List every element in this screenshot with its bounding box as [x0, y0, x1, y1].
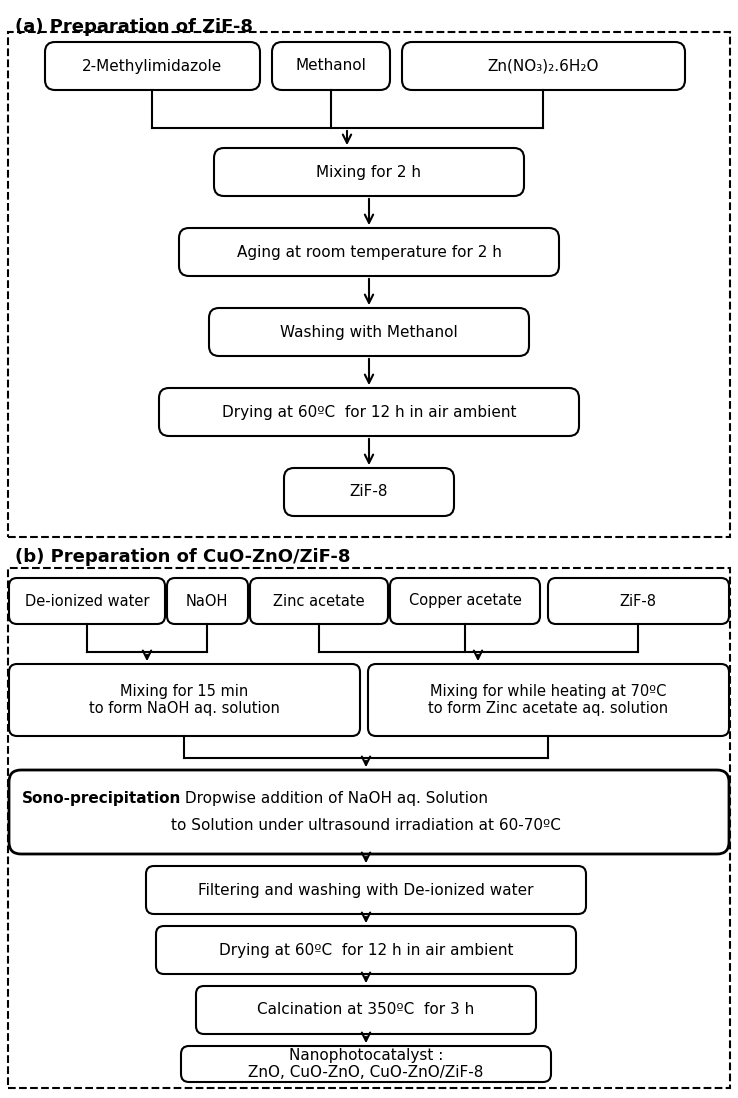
FancyBboxPatch shape — [167, 578, 248, 624]
FancyBboxPatch shape — [159, 388, 579, 436]
FancyBboxPatch shape — [45, 42, 260, 90]
FancyBboxPatch shape — [156, 926, 576, 974]
Text: Methanol: Methanol — [295, 58, 367, 74]
Text: (b) Preparation of CuO-ZnO/ZiF-8: (b) Preparation of CuO-ZnO/ZiF-8 — [15, 548, 351, 565]
Text: ZiF-8: ZiF-8 — [619, 594, 657, 608]
FancyBboxPatch shape — [196, 986, 536, 1034]
Text: to Solution under ultrasound irradiation at 60-70ºC: to Solution under ultrasound irradiation… — [171, 818, 561, 833]
FancyBboxPatch shape — [214, 148, 524, 197]
Text: Drying at 60ºC  for 12 h in air ambient: Drying at 60ºC for 12 h in air ambient — [221, 404, 517, 419]
FancyBboxPatch shape — [390, 578, 540, 624]
Text: De-ionized water: De-ionized water — [25, 594, 149, 608]
FancyBboxPatch shape — [181, 1046, 551, 1082]
FancyBboxPatch shape — [402, 42, 685, 90]
FancyBboxPatch shape — [9, 770, 729, 854]
Text: Aging at room temperature for 2 h: Aging at room temperature for 2 h — [237, 245, 501, 259]
Text: ZiF-8: ZiF-8 — [350, 484, 388, 500]
Text: 2-Methylimidazole: 2-Methylimidazole — [82, 58, 222, 74]
Bar — [8, 568, 730, 1088]
Text: Copper acetate: Copper acetate — [409, 594, 522, 608]
FancyBboxPatch shape — [272, 42, 390, 90]
Text: Mixing for while heating at 70ºC
to form Zinc acetate aq. solution: Mixing for while heating at 70ºC to form… — [428, 684, 668, 716]
FancyBboxPatch shape — [179, 228, 559, 276]
FancyBboxPatch shape — [284, 468, 454, 516]
Text: Washing with Methanol: Washing with Methanol — [280, 325, 458, 339]
FancyBboxPatch shape — [250, 578, 388, 624]
FancyBboxPatch shape — [368, 664, 729, 736]
Text: Zinc acetate: Zinc acetate — [273, 594, 365, 608]
Text: Calcination at 350ºC  for 3 h: Calcination at 350ºC for 3 h — [258, 1002, 475, 1018]
Text: Drying at 60ºC  for 12 h in air ambient: Drying at 60ºC for 12 h in air ambient — [218, 942, 513, 957]
FancyBboxPatch shape — [9, 664, 360, 736]
FancyBboxPatch shape — [209, 309, 529, 356]
Text: : Dropwise addition of NaOH aq. Solution: : Dropwise addition of NaOH aq. Solution — [170, 791, 488, 806]
FancyBboxPatch shape — [548, 578, 729, 624]
Text: Zn(NO₃)₂.6H₂O: Zn(NO₃)₂.6H₂O — [487, 58, 599, 74]
Text: Mixing for 15 min
to form NaOH aq. solution: Mixing for 15 min to form NaOH aq. solut… — [89, 684, 280, 716]
FancyBboxPatch shape — [146, 866, 586, 914]
FancyBboxPatch shape — [9, 578, 165, 624]
Text: Filtering and washing with De-ionized water: Filtering and washing with De-ionized wa… — [199, 883, 534, 897]
Text: Mixing for 2 h: Mixing for 2 h — [317, 165, 421, 179]
Text: (a) Preparation of ZiF-8: (a) Preparation of ZiF-8 — [15, 18, 253, 36]
Text: Sono-precipitation: Sono-precipitation — [22, 791, 182, 806]
Bar — [8, 32, 730, 537]
Text: Nanophotocatalyst :
ZnO, CuO-ZnO, CuO-ZnO/ZiF-8: Nanophotocatalyst : ZnO, CuO-ZnO, CuO-Zn… — [248, 1047, 483, 1080]
Text: NaOH: NaOH — [186, 594, 228, 608]
